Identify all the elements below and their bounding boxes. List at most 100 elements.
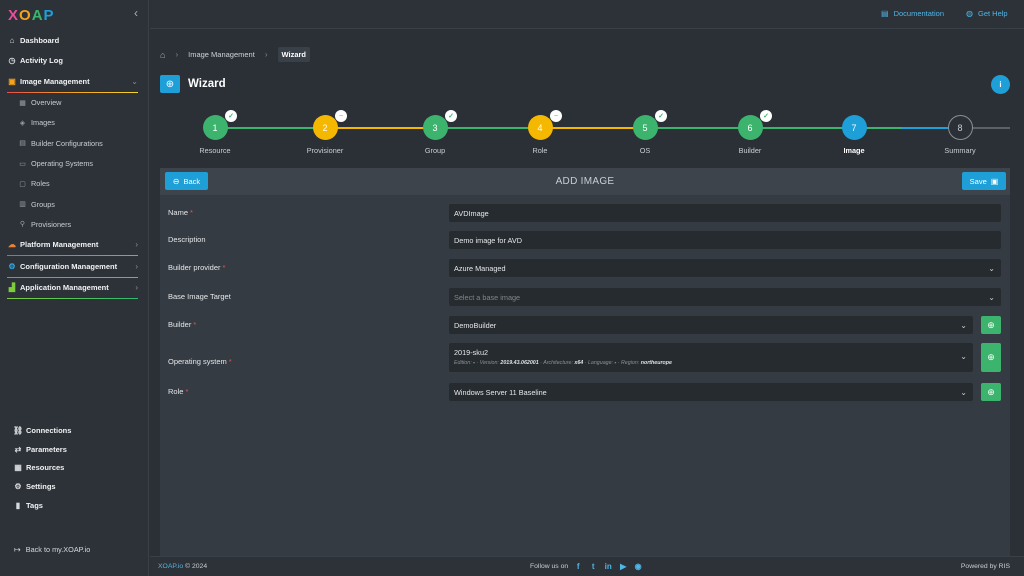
builder-provider-select[interactable]: Azure Managed ⌄	[449, 259, 1001, 277]
step-number: 3	[432, 122, 438, 133]
step-number: 7	[851, 122, 857, 133]
back-to-xoap-link[interactable]: ↦ Back to my.XOAP.io	[14, 545, 90, 554]
twitter-icon[interactable]: t	[591, 561, 595, 571]
sidebar-item-dashboard[interactable]: ⌂ Dashboard	[0, 30, 148, 51]
add-builder-button[interactable]: ⊕	[981, 316, 1001, 334]
breadcrumb-item[interactable]: Image Management	[188, 50, 255, 59]
step-circle: 7	[841, 115, 867, 140]
sidebar-subitem-images[interactable]: ◈ Images	[0, 113, 148, 133]
facebook-icon[interactable]: f	[576, 561, 580, 571]
sidebar-subitem-roles[interactable]: ▢ Roles	[0, 174, 148, 194]
sidebar-item-tags[interactable]: ▮ Tags	[0, 496, 149, 515]
field-label: Base Image Target	[168, 292, 231, 301]
help-link[interactable]: ◍ Get Help	[966, 9, 1008, 18]
sidebar-subitem-builder-configurations[interactable]: ▤ Builder Configurations	[0, 133, 148, 153]
section-underline	[7, 255, 138, 257]
step-label: Image	[843, 146, 865, 155]
label-text: Builder	[168, 320, 192, 329]
back-button[interactable]: ⊖ Back	[165, 172, 208, 190]
operating-system-select[interactable]: 2019-sku2 ⌄ Edition: - · Version: 2019.4…	[449, 343, 973, 372]
step-builder[interactable]: 6 ✓ Builder	[695, 110, 805, 155]
chevron-down-icon: ⌄	[960, 320, 967, 330]
sidebar-item-configuration-management[interactable]: ⚙ Configuration Management ›	[0, 256, 148, 277]
chevron-right-icon: ›	[135, 283, 138, 293]
link-icon: ⛓	[13, 425, 24, 435]
footer: XOAP.io © 2024 Follow us on f t in ▶ ◉ P…	[150, 556, 1024, 576]
step-number: 6	[747, 122, 753, 133]
step-label: Group	[424, 146, 446, 155]
step-os[interactable]: 5 ✓ OS	[590, 110, 700, 155]
logo[interactable]: XOAP	[0, 0, 148, 30]
select-placeholder: Select a base image	[454, 292, 521, 302]
step-connector	[215, 127, 325, 129]
role-select[interactable]: Windows Server 11 Baseline ⌄	[449, 383, 973, 401]
field-label: Description	[168, 235, 206, 244]
sidebar-item-resources[interactable]: ▦ Resources	[0, 459, 149, 478]
chevron-right-icon: ›	[135, 240, 138, 250]
step-role[interactable]: 4 − Role	[485, 110, 595, 155]
copyright-year: © 2024	[185, 563, 208, 570]
base-image-select[interactable]: Select a base image ⌄	[449, 288, 1001, 306]
name-input[interactable]: AVDImage	[449, 204, 1001, 222]
step-circle: 4	[527, 115, 553, 140]
sidebar-item-application-management[interactable]: ▟ Application Management ›	[0, 278, 148, 299]
os-lang-label: Language:	[587, 360, 614, 366]
sidebar-item-platform-management[interactable]: ☁ Platform Management ›	[0, 235, 148, 256]
logo-text: XOAP	[8, 6, 55, 24]
description-input[interactable]: Demo image for AVD	[449, 231, 1001, 249]
sidebar-item-label: Parameters	[26, 444, 67, 454]
required-marker: *	[222, 263, 226, 272]
github-icon[interactable]: ◉	[634, 561, 642, 571]
step-label: Summary	[944, 146, 976, 155]
sidebar-subitem-groups[interactable]: ▥ Groups	[0, 194, 148, 214]
application-icon: ▟	[8, 283, 16, 293]
sidebar-item-label: Application Management	[20, 283, 109, 293]
step-resource[interactable]: 1 ✓ Resource	[160, 110, 270, 155]
sidebar-item-parameters[interactable]: ⇄ Parameters	[0, 440, 149, 459]
sidebar-item-connections[interactable]: ⛓ Connections	[0, 421, 149, 440]
image-management-icon: ▣	[8, 76, 16, 86]
step-connector	[745, 127, 850, 129]
card-title: ADD IMAGE	[555, 176, 615, 187]
sidebar-item-activity-log[interactable]: ◷ Activity Log	[0, 51, 148, 72]
step-connector	[954, 127, 1010, 129]
clock-icon: ◷	[8, 56, 16, 66]
sidebar-subitem-label: Roles	[31, 179, 50, 189]
sidebar-subitem-overview[interactable]: ▦ Overview	[0, 93, 148, 113]
add-os-button[interactable]: ⊕	[981, 343, 1001, 372]
linkedin-icon[interactable]: in	[604, 561, 612, 571]
os-region: northeurope	[640, 360, 672, 366]
save-button-label: Save	[969, 176, 987, 186]
step-connector	[325, 127, 430, 129]
back-button-label: Back	[183, 176, 201, 186]
step-provisioner[interactable]: 2 − Provisioner	[270, 110, 380, 155]
home-icon[interactable]: ⌂	[160, 49, 166, 60]
save-button[interactable]: Save ▣	[962, 172, 1006, 190]
add-role-button[interactable]: ⊕	[981, 383, 1001, 401]
documentation-link[interactable]: ▤ Documentation	[881, 9, 944, 18]
resources-icon: ▦	[14, 463, 22, 473]
sidebar-subitem-label: Builder Configurations	[31, 138, 103, 148]
sidebar-item-settings[interactable]: ⚙ Settings	[0, 477, 149, 496]
step-group[interactable]: 3 ✓ Group	[380, 110, 490, 155]
step-image[interactable]: 7 Image	[799, 115, 909, 155]
step-connector	[850, 127, 902, 129]
wizard-icon: ⊕	[160, 75, 180, 93]
step-circle: 5	[632, 115, 658, 140]
sidebar-item-image-management[interactable]: ▣ Image Management ⌄	[0, 71, 148, 92]
info-button[interactable]: i	[991, 75, 1010, 94]
sidebar-subitem-operating-systems[interactable]: ▭ Operating Systems	[0, 153, 148, 173]
arrow-left-icon: ⊖	[172, 176, 180, 186]
exit-icon: ↦	[14, 545, 21, 554]
step-label: Provisioner	[306, 146, 344, 155]
builder-select[interactable]: DemoBuilder ⌄	[449, 316, 973, 334]
info-icon: i	[999, 80, 1002, 89]
step-circle: 8	[947, 115, 973, 140]
sidebar-subitem-provisioners[interactable]: ⚲ Provisioners	[0, 214, 148, 234]
help-label: Get Help	[977, 9, 1008, 18]
footer-brand-link[interactable]: XOAP.io	[158, 563, 184, 570]
youtube-icon[interactable]: ▶	[620, 561, 627, 571]
step-summary[interactable]: 8 Summary	[905, 115, 1015, 155]
os-details: Edition: - · Version: 2019.43.062001 · A…	[454, 360, 672, 366]
collapse-sidebar-icon[interactable]: ‹	[134, 6, 138, 20]
